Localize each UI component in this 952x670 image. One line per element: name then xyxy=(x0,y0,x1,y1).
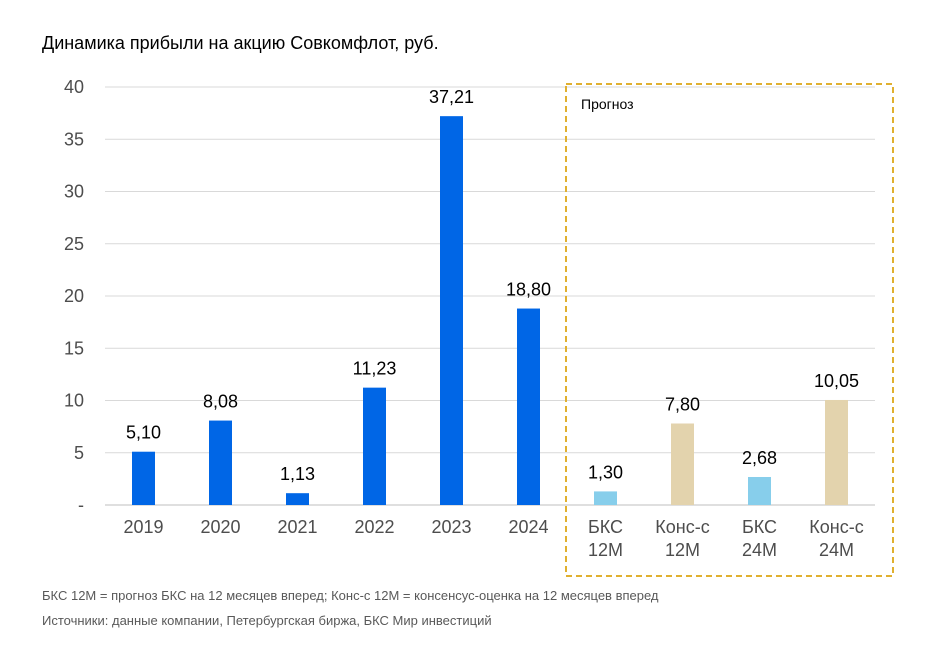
data-label-9: 10,05 xyxy=(814,371,859,391)
legend-footnote: БКС 12М = прогноз БКС на 12 месяцев впер… xyxy=(42,588,659,603)
data-label-6: 1,30 xyxy=(588,462,623,482)
data-label-5: 18,80 xyxy=(506,280,551,300)
data-label-0: 5,10 xyxy=(126,423,161,443)
data-label-2: 1,13 xyxy=(280,464,315,484)
bar-7 xyxy=(671,423,694,505)
y-tick-label: 20 xyxy=(64,286,84,306)
y-tick-label: 15 xyxy=(64,338,84,358)
gridlines xyxy=(105,86,875,506)
bar-8 xyxy=(748,476,771,505)
category-label-8: БКС 24М xyxy=(742,517,777,560)
bar-1 xyxy=(209,420,232,505)
bar-3 xyxy=(363,387,386,505)
category-label-1: 2020 xyxy=(200,517,240,537)
forecast-region xyxy=(565,83,894,577)
category-label-0: 2019 xyxy=(123,517,163,537)
data-label-7: 7,80 xyxy=(665,394,700,414)
sources-footnote: Источники: данные компании, Петербургска… xyxy=(42,613,492,628)
bar-0 xyxy=(132,451,155,505)
category-label-7: Конс-с 12М xyxy=(655,517,709,560)
eps-bar-chart: - 5 10 15 20 25 30 35 40 Прогноз 5,10 2019 8,08 2020 1… xyxy=(64,77,894,577)
category-label-4: 2023 xyxy=(431,517,471,537)
y-tick-label: 40 xyxy=(64,77,84,97)
bar-5 xyxy=(517,308,540,505)
category-label-3: 2022 xyxy=(354,517,394,537)
category-label-9: Конс-с 24М xyxy=(809,517,863,560)
bar-2 xyxy=(286,493,309,505)
bar-9 xyxy=(825,399,848,505)
bars xyxy=(132,116,848,505)
category-label-6: БКС 12М xyxy=(588,517,623,560)
category-label-2: 2021 xyxy=(277,517,317,537)
y-tick-label: 30 xyxy=(64,182,84,202)
forecast-box xyxy=(565,83,894,577)
data-label-3: 11,23 xyxy=(353,359,397,379)
bar-4 xyxy=(440,116,463,505)
labels: - 5 10 15 20 25 30 35 40 Прогноз 5,10 2019 8,08 2020 1… xyxy=(64,77,864,560)
data-label-1: 8,08 xyxy=(203,392,238,412)
data-label-4: 37,21 xyxy=(429,87,474,107)
category-label-5: 2024 xyxy=(508,517,548,537)
data-label-8: 2,68 xyxy=(742,448,777,468)
chart-title: Динамика прибыли на акцию Совкомфлот, ру… xyxy=(42,33,439,53)
y-tick-label: 10 xyxy=(64,391,84,411)
bar-6 xyxy=(594,491,617,505)
y-tick-label: - xyxy=(78,495,84,515)
y-tick-label: 25 xyxy=(64,234,84,254)
y-tick-label: 35 xyxy=(64,129,84,149)
y-tick-label: 5 xyxy=(74,443,84,463)
forecast-label: Прогноз xyxy=(581,96,634,112)
